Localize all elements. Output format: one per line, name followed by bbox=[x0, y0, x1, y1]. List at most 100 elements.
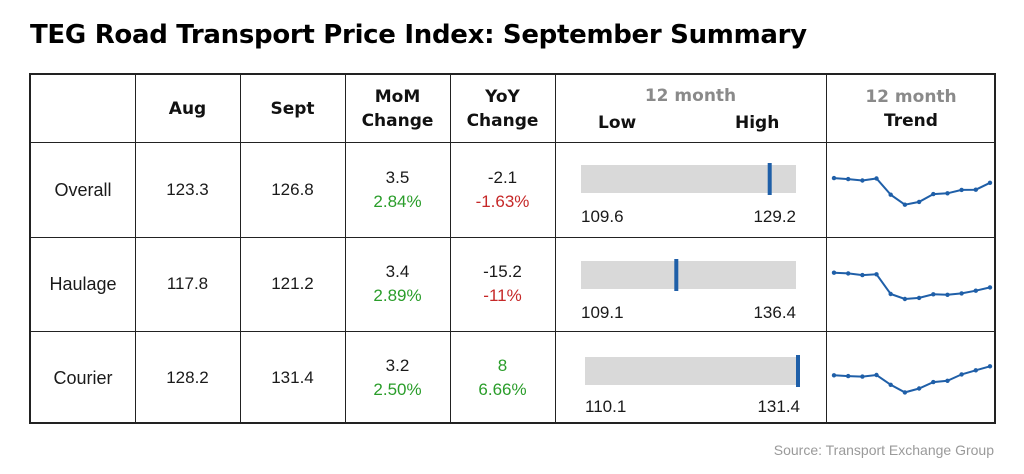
header-range: 12 month Low High bbox=[555, 75, 826, 142]
column-divider bbox=[826, 75, 827, 422]
sparkline-point bbox=[846, 176, 851, 182]
sparkline-point bbox=[874, 372, 879, 378]
row-divider bbox=[31, 237, 994, 238]
sparkline-courier bbox=[831, 364, 993, 395]
summary-table: Aug Sept MoM Change YoY Change 12 month … bbox=[29, 73, 996, 424]
sparkline-line bbox=[833, 271, 991, 301]
cell-mom: 3.5 2.84% bbox=[345, 142, 450, 237]
range-chart-haulage: 109.1 136.4 bbox=[581, 259, 796, 322]
header-trend-top: 12 month bbox=[865, 86, 957, 107]
yoy-value: -2.1 bbox=[487, 167, 518, 187]
page-title: TEG Road Transport Price Index: Septembe… bbox=[30, 20, 807, 50]
header-mom-line2: Change bbox=[361, 110, 434, 131]
sparkline-point bbox=[973, 187, 978, 192]
row-divider bbox=[31, 331, 994, 332]
cell-sept: 121.2 bbox=[240, 237, 345, 331]
range-chart-overall: 109.6 129.2 bbox=[581, 163, 796, 226]
sparkline-point bbox=[959, 187, 964, 193]
column-divider bbox=[240, 75, 241, 422]
sparkline-line bbox=[833, 365, 991, 394]
header-aug-label: Aug bbox=[168, 98, 207, 119]
sparkline-point bbox=[831, 175, 837, 181]
mom-percent: 2.89% bbox=[373, 286, 422, 305]
source-note: Source: Transport Exchange Group bbox=[773, 442, 994, 458]
cell-sept: 131.4 bbox=[240, 331, 345, 424]
range-chart-courier: 110.1 131.4 bbox=[585, 355, 800, 416]
sparkline-point bbox=[902, 390, 908, 395]
sparkline-point bbox=[931, 292, 936, 297]
sparkline-point bbox=[888, 192, 893, 197]
mom-percent: 2.84% bbox=[373, 191, 422, 211]
sparkline-point bbox=[945, 191, 950, 196]
range-high-label: 131.4 bbox=[757, 397, 800, 416]
cell-mom: 3.4 2.89% bbox=[345, 237, 450, 331]
row-label-text: Haulage bbox=[49, 274, 117, 294]
column-divider bbox=[555, 75, 556, 422]
sept-value: 121.2 bbox=[271, 274, 314, 293]
range-low-label: 109.1 bbox=[581, 303, 624, 322]
sparkline-point bbox=[987, 364, 993, 369]
sparkline-point bbox=[874, 272, 879, 277]
sparkline-line bbox=[833, 177, 991, 206]
row-label-text: Overall bbox=[54, 179, 112, 200]
sparkline-point bbox=[846, 373, 851, 379]
cell-yoy: -2.1 -1.63% bbox=[450, 142, 555, 237]
range-bar bbox=[581, 261, 796, 289]
header-yoy-line1: YoY bbox=[485, 86, 520, 107]
mom-value: 3.5 bbox=[385, 167, 410, 187]
sparkline-point bbox=[902, 296, 908, 302]
header-range-high: High bbox=[735, 113, 780, 133]
header-trend: 12 month Trend bbox=[826, 75, 996, 142]
sparkline-point bbox=[973, 288, 978, 293]
range-bar bbox=[581, 165, 796, 193]
sparkline-overall bbox=[831, 175, 993, 207]
header-yoy-line2: Change bbox=[466, 110, 539, 131]
cell-mom: 3.2 2.50% bbox=[345, 331, 450, 424]
sept-value: 131.4 bbox=[271, 367, 314, 387]
sparkline-point bbox=[973, 368, 978, 373]
sparkline-point bbox=[945, 292, 950, 297]
column-divider bbox=[450, 75, 451, 422]
header-sept: Sept bbox=[240, 75, 345, 142]
current-marker bbox=[674, 259, 679, 291]
header-aug: Aug bbox=[135, 75, 240, 142]
mom-percent: 2.50% bbox=[373, 379, 422, 399]
sparkline-point bbox=[846, 271, 851, 276]
yoy-value: 8 bbox=[497, 355, 508, 375]
sparkline-point bbox=[959, 291, 964, 296]
header-sept-label: Sept bbox=[270, 98, 315, 119]
current-marker bbox=[796, 355, 800, 387]
sparkline-point bbox=[831, 270, 837, 275]
yoy-value: -15.2 bbox=[483, 262, 522, 281]
sparkline-point bbox=[916, 199, 922, 205]
header-range-low: Low bbox=[598, 113, 637, 133]
yoy-percent: -1.63% bbox=[475, 191, 530, 211]
cell-aug: 117.8 bbox=[135, 237, 240, 331]
range-low-label: 109.6 bbox=[581, 207, 624, 226]
header-yoy: YoY Change bbox=[450, 75, 555, 142]
range-bar bbox=[585, 357, 800, 385]
sparkline-point bbox=[874, 176, 879, 181]
row-label-haulage: Haulage bbox=[31, 237, 135, 331]
cell-aug: 123.3 bbox=[135, 142, 240, 237]
header-range-top: 12 month bbox=[644, 86, 737, 106]
cell-yoy: -15.2 -11% bbox=[450, 237, 555, 331]
sparkline-point bbox=[959, 372, 964, 377]
row-divider bbox=[31, 142, 994, 143]
header-mom: MoM Change bbox=[345, 75, 450, 142]
range-high-label: 129.2 bbox=[753, 207, 796, 226]
current-marker bbox=[767, 163, 772, 195]
header-mom-line1: MoM bbox=[374, 86, 421, 107]
sparkline-haulage bbox=[831, 270, 993, 302]
aug-value: 128.2 bbox=[166, 367, 209, 387]
sparkline-point bbox=[945, 378, 950, 383]
sparkline-point bbox=[831, 373, 837, 378]
cell-sept: 126.8 bbox=[240, 142, 345, 237]
sparkline-point bbox=[888, 382, 893, 387]
cell-aug: 128.2 bbox=[135, 331, 240, 424]
aug-value: 117.8 bbox=[166, 274, 209, 293]
header-trend-bottom: Trend bbox=[884, 110, 938, 131]
mom-value: 3.2 bbox=[385, 355, 410, 375]
column-divider bbox=[135, 75, 136, 422]
sparkline-point bbox=[916, 386, 922, 391]
